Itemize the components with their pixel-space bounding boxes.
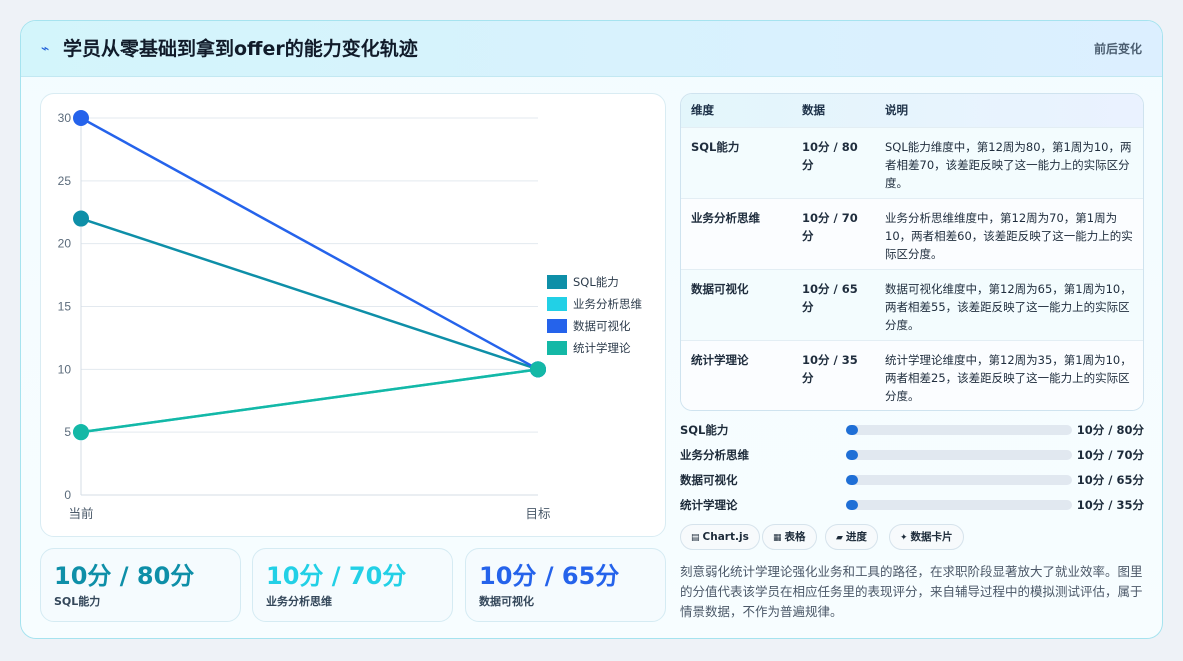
y-tick-label: 15 [58,300,72,314]
tag-label: 数据卡片 [910,531,953,543]
data-point [73,110,89,126]
data-table: 维度 数据 说明 SQL能力 10分 / 80分 SQL能力维度中，第12周为8… [680,93,1144,411]
progress-value: 10分 / 80分 [1076,423,1144,437]
line-chart: 0 5 10 15 20 25 30 当前 目标 SQL能力业务分析思维 数据可视化统计学理论 [40,93,666,537]
page-title: 学员从零基础到拿到offer的能力变化轨迹 [63,38,418,60]
table-row: 数据可视化 10分 / 65分 数据可视化维度中，第12周为65，第1周为10，… [681,269,1143,340]
progress-icon: ▰ [836,533,843,543]
y-tick-label: 0 [64,488,71,502]
table-cell-dimension: SQL能力 [691,139,740,154]
legend-swatch [547,297,567,311]
stat-value: 10分 / 70分 [266,562,407,590]
tag-label: 进度 [845,531,867,543]
table-cell-data: 10分 / 35分 [802,352,858,385]
progress-row-sql: SQL能力 10分 / 80分 [680,419,1144,444]
data-point [73,424,89,441]
table-cell-dimension: 业务分析思维 [691,210,760,225]
table-row: 业务分析思维 10分 / 70分 业务分析思维维度中，第12周为70，第1周为1… [681,198,1143,269]
y-tick-label: 30 [58,111,72,125]
progress-row-stats: 统计学理论 10分 / 35分 [680,494,1144,519]
x-tick-label: 目标 [525,506,550,521]
progress-fill [846,425,858,435]
table-header-dimension: 维度 [691,103,714,118]
table-cell-dimension: 统计学理论 [691,352,749,367]
table-cell-data: 10分 / 80分 [802,139,858,172]
tag-progress[interactable]: ▰ 进度 [825,524,878,550]
data-point [73,210,89,227]
report-card: ⌁ 学员从零基础到拿到offer的能力变化轨迹 前后变化 0 5 10 15 20 25 3… [20,20,1163,639]
tag-chartjs[interactable]: ▤ Chart.js [680,524,760,550]
legend-label: 数据可视化 [573,319,631,333]
progress-label: 数据可视化 [680,473,738,487]
progress-fill [846,450,858,460]
y-tick-label: 10 [58,362,72,376]
progress-row-business: 业务分析思维 10分 / 70分 [680,444,1144,469]
card-header: ⌁ 学员从零基础到拿到offer的能力变化轨迹 前后变化 [21,21,1162,77]
y-tick-label: 25 [58,174,72,188]
header-badge: 前后变化 [1093,42,1142,56]
table-header-data: 数据 [802,103,825,118]
progress-label: SQL能力 [680,423,729,437]
series-line [80,116,539,371]
legend-label: 业务分析思维 [573,297,642,311]
chart-note: 刻意弱化统计学理论强化业务和工具的路径，在求职阶段显著放大了就业效率。图里的分值… [680,564,1143,619]
table-row: SQL能力 10分 / 80分 SQL能力维度中，第12周为80，第1周为10，… [681,127,1143,198]
y-tick-label: 5 [64,425,71,439]
table-header-row: 维度 数据 说明 [681,94,1143,127]
table-cell-dimension: 数据可视化 [691,281,749,296]
pulse-icon: ⌁ [41,41,50,57]
progress-label: 业务分析思维 [680,448,749,462]
stat-card-business: 10分 / 70分 业务分析思维 [252,548,453,622]
legend-swatch [547,319,567,333]
tag-label: Chart.js [702,531,749,543]
progress-track [846,475,1072,485]
table-cell-description: 统计学理论维度中，第12周为35，第1周为10，两者相差25，该差距反映了这一能… [885,352,1132,403]
progress-value: 10分 / 65分 [1076,473,1144,487]
tag-table[interactable]: ▦ 表格 [762,524,817,550]
stat-card-sql: 10分 / 80分 SQL能力 [40,548,241,622]
table-cell-description: SQL能力维度中，第12周为80，第1周为10，两者相差70，该差距反映了这一能… [885,139,1132,190]
legend-label: 统计学理论 [573,341,631,355]
stat-label: 数据可视化 [479,595,534,608]
stat-card-visual: 10分 / 65分 数据可视化 [465,548,666,622]
stat-value: 10分 / 65分 [479,562,620,590]
progress-fill [846,500,858,510]
progress-row-visual: 数据可视化 10分 / 65分 [680,469,1144,494]
table-header-description: 说明 [885,103,908,118]
progress-track [846,450,1072,460]
stat-label: SQL能力 [54,595,101,608]
progress-value: 10分 / 35分 [1076,498,1144,512]
table-row: 统计学理论 10分 / 35分 统计学理论维度中，第12周为35，第1周为10，… [681,340,1143,410]
y-tick-label: 20 [58,237,72,251]
data-point [530,361,546,378]
sparkle-icon: ✦ [900,533,908,543]
chart-icon: ▤ [691,533,700,543]
series-line [80,217,539,371]
progress-value: 10分 / 70分 [1076,448,1144,462]
table-cell-data: 10分 / 70分 [802,210,858,243]
table-cell-description: 数据可视化维度中，第12周为65，第1周为10，两者相差55，该差距反映了这一能… [885,281,1132,332]
x-tick-label: 当前 [68,506,93,521]
progress-fill [846,475,858,485]
table-cell-description: 业务分析思维维度中，第12周为70，第1周为10，两者相差60，该差距反映了这一… [885,210,1133,261]
legend-swatch [547,341,567,355]
stat-value: 10分 / 80分 [54,562,195,590]
series-line [80,368,539,434]
tag-data-card[interactable]: ✦ 数据卡片 [889,524,964,550]
progress-track [846,500,1072,510]
table-icon: ▦ [773,533,782,543]
tag-label: 表格 [784,531,806,543]
table-cell-data: 10分 / 65分 [802,281,858,314]
progress-list: SQL能力 10分 / 80分 业务分析思维 10分 / 70分 数据可视化 1… [680,419,1144,519]
stat-label: 业务分析思维 [266,595,332,608]
progress-track [846,425,1072,435]
progress-label: 统计学理论 [680,498,738,512]
legend-label: SQL能力 [573,275,619,289]
legend-swatch [547,275,567,289]
